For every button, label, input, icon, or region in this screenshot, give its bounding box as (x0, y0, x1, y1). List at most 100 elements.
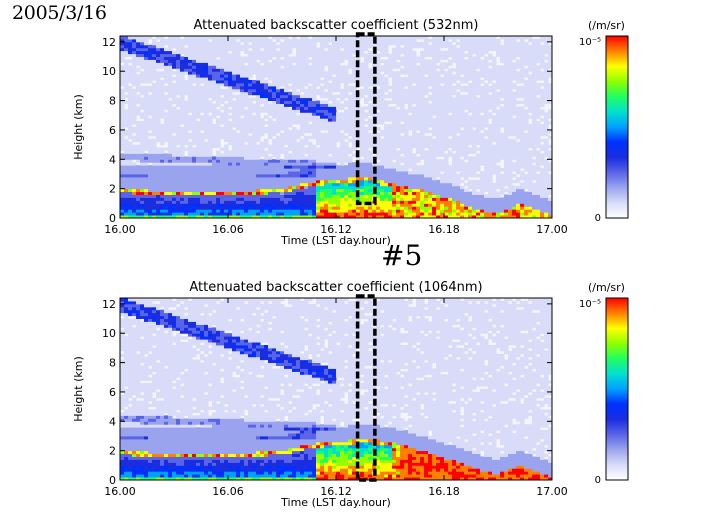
heatmap-cell (124, 132, 129, 137)
heatmap-cell (452, 132, 457, 137)
heatmap-cell (416, 124, 421, 128)
heatmap-cell (400, 159, 405, 163)
heatmap-cell (452, 115, 457, 119)
heatmap-cell (180, 74, 185, 78)
heatmap-cell (404, 97, 409, 101)
heatmap-cell (468, 200, 473, 204)
heatmap-cell (348, 197, 353, 201)
heatmap-cell (156, 153, 161, 157)
heatmap-cell (236, 203, 241, 207)
heatmap-cell (216, 153, 221, 157)
heatmap-cell (424, 121, 429, 125)
heatmap-cell (440, 65, 445, 69)
heatmap-cell (240, 144, 245, 148)
heatmap-cell (132, 144, 137, 148)
heatmap-cell (132, 215, 137, 219)
heatmap-cell (448, 50, 453, 55)
heatmap-cell (348, 106, 353, 110)
heatmap-cell (280, 209, 285, 213)
heatmap-cell (236, 47, 241, 52)
heatmap-cell (312, 200, 317, 204)
heatmap-cell (168, 206, 173, 210)
heatmap-cell (336, 115, 341, 119)
heatmap-cell (188, 38, 193, 43)
heatmap-cell (196, 162, 201, 166)
heatmap-cell (192, 215, 197, 219)
heatmap-cell (168, 112, 173, 116)
heatmap-cell (364, 179, 369, 184)
heatmap-cell (392, 197, 397, 201)
heatmap-cell (132, 179, 137, 184)
heatmap-cell (320, 168, 325, 172)
heatmap-cell (216, 132, 221, 137)
heatmap-cell (152, 156, 157, 160)
heatmap-cell (272, 124, 277, 128)
heatmap-cell (160, 88, 165, 93)
heatmap-cell (136, 174, 141, 178)
heatmap-cell (460, 59, 465, 63)
heatmap-cell (344, 56, 349, 60)
heatmap-cell (148, 47, 153, 52)
heatmap-cell (220, 65, 225, 69)
heatmap-cell (228, 100, 233, 104)
heatmap-cell (132, 150, 137, 154)
heatmap-cell (468, 118, 473, 122)
heatmap-cell (352, 182, 357, 187)
heatmap-cell (184, 141, 189, 146)
heatmap-cell (168, 118, 173, 122)
heatmap-cell (124, 62, 129, 66)
heatmap-cell (316, 91, 321, 96)
heatmap-cell (128, 124, 133, 128)
heatmap-cell (420, 138, 425, 143)
heatmap-cell (224, 115, 229, 119)
heatmap-cell (416, 68, 421, 72)
heatmap-cell (308, 41, 313, 46)
heatmap-cell (384, 150, 389, 154)
heatmap-cell (416, 159, 421, 163)
heatmap-cell (360, 176, 365, 181)
heatmap-cell (200, 212, 205, 216)
heatmap-cell (376, 138, 381, 143)
heatmap-cell (424, 144, 429, 148)
heatmap-cell (416, 91, 421, 96)
heatmap-cell (408, 71, 413, 75)
heatmap-cell (248, 71, 253, 75)
heatmap-cell (204, 65, 209, 69)
heatmap-cell (332, 80, 337, 84)
heatmap-cell (172, 59, 177, 63)
heatmap-cell (172, 191, 177, 195)
heatmap-cell (452, 129, 457, 134)
heatmap-cell (284, 182, 289, 187)
heatmap-cell (176, 121, 181, 125)
heatmap-cell (348, 215, 353, 219)
heatmap-cell (440, 138, 445, 143)
heatmap-cell (412, 212, 417, 216)
heatmap-cell (188, 162, 193, 166)
heatmap-cell (396, 74, 401, 78)
heatmap-cell (380, 44, 385, 49)
heatmap-cell (340, 179, 345, 184)
heatmap-cell (156, 115, 161, 119)
heatmap-cell (208, 141, 213, 146)
heatmap-cell (364, 132, 369, 137)
heatmap-cell (348, 138, 353, 143)
heatmap-cell (420, 36, 425, 40)
heatmap-cell (280, 100, 285, 104)
heatmap-cell (256, 156, 261, 160)
heatmap-cell (328, 174, 333, 178)
heatmap-cell (436, 38, 441, 43)
heatmap-cell (192, 212, 197, 216)
heatmap-cell (184, 50, 189, 55)
heatmap-cell (132, 115, 137, 119)
heatmap-cell (360, 162, 365, 166)
heatmap-cell (144, 103, 149, 107)
heatmap-cell (428, 174, 433, 178)
heatmap-cell (172, 135, 177, 140)
heatmap-cell (200, 44, 205, 49)
heatmap-cell (340, 215, 345, 219)
heatmap-cell (464, 135, 469, 140)
heatmap-cell (304, 121, 309, 125)
heatmap-cell (228, 203, 233, 207)
heatmap-cell (364, 88, 369, 93)
heatmap-cell (120, 215, 125, 219)
